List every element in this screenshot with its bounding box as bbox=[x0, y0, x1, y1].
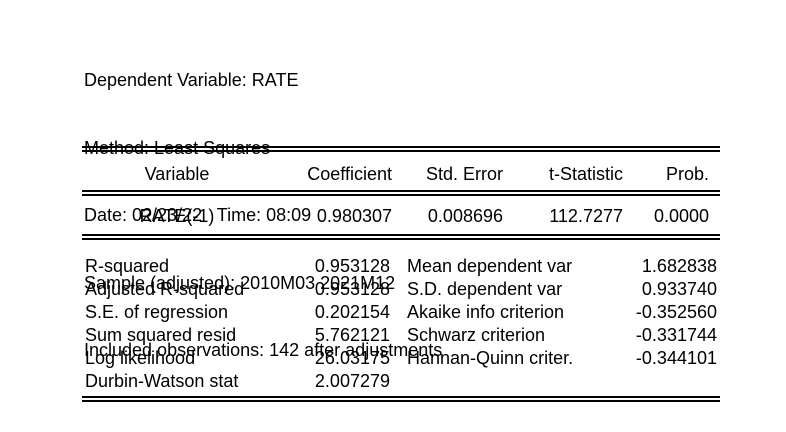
summary-statistics-block: R-squared 0.953128 Mean dependent var 1.… bbox=[82, 255, 720, 393]
stats-value-right bbox=[620, 370, 720, 393]
cell-coefficient: 0.980307 bbox=[316, 206, 392, 226]
cell-std-error: 0.008696 bbox=[427, 206, 503, 226]
column-header-prob: Prob. bbox=[665, 164, 709, 184]
column-header-t-statistic: t-Statistic bbox=[548, 164, 623, 184]
coefficient-table-header-row: Variable Coefficient Std. Error t-Statis… bbox=[82, 163, 720, 185]
stats-value-left: 0.202154 bbox=[314, 302, 390, 322]
stats-value-right: 0.933740 bbox=[641, 279, 717, 299]
cell-t-statistic: 112.7277 bbox=[549, 206, 623, 226]
stats-label-left: Durbin-Watson stat bbox=[85, 371, 239, 391]
stats-row: Sum squared resid 5.762121 Schwarz crite… bbox=[82, 324, 720, 347]
stats-value-left: 5.762121 bbox=[314, 325, 390, 345]
stats-label-right: Akaike info criterion bbox=[407, 302, 565, 322]
stats-row: R-squared 0.953128 Mean dependent var 1.… bbox=[82, 255, 720, 278]
stats-label-left: Sum squared resid bbox=[85, 325, 237, 345]
stats-value-right: 1.682838 bbox=[641, 256, 717, 276]
stats-value-right: -0.352560 bbox=[635, 302, 717, 322]
double-rule-top bbox=[82, 146, 720, 152]
stats-row: S.E. of regression 0.202154 Akaike info … bbox=[82, 301, 720, 324]
stats-label-right bbox=[390, 370, 620, 393]
double-rule-under-coefficients bbox=[82, 234, 720, 240]
double-rule-bottom bbox=[82, 396, 720, 402]
stats-value-right: -0.331744 bbox=[635, 325, 717, 345]
stats-label-right: S.D. dependent var bbox=[407, 279, 563, 299]
stats-label-left: S.E. of regression bbox=[85, 302, 229, 322]
stats-label-left: Log likelihood bbox=[85, 348, 196, 368]
stats-value-left: 0.953128 bbox=[314, 256, 390, 276]
stats-label-left: R-squared bbox=[85, 256, 170, 276]
column-header-coefficient: Coefficient bbox=[307, 164, 392, 184]
observations-line: Included observations: 142 after adjustm… bbox=[84, 340, 443, 360]
column-header-variable: Variable bbox=[144, 164, 210, 184]
stats-row: Log likelihood 26.03175 Hannan-Quinn cri… bbox=[82, 347, 720, 370]
stats-label-right: Schwarz criterion bbox=[407, 325, 546, 345]
stats-value-left: 0.953128 bbox=[314, 279, 390, 299]
sample-line: Sample (adjusted): 2010M03 2021M12 bbox=[84, 272, 396, 293]
stats-row: Durbin-Watson stat 2.007279 bbox=[82, 370, 720, 393]
stats-value-left: 26.03175 bbox=[314, 348, 390, 368]
cell-prob: 0.0000 bbox=[653, 206, 709, 226]
dependent-variable-line: Dependent Variable: RATE bbox=[84, 70, 299, 90]
column-header-std-error: Std. Error bbox=[425, 164, 503, 184]
double-rule-under-header bbox=[82, 190, 720, 196]
cell-variable: RATE(-1) bbox=[139, 206, 215, 226]
coefficient-table-row: RATE(-1) 0.980307 0.008696 112.7277 0.00… bbox=[82, 205, 720, 227]
date-time-line: Date: 02/23/22 Time: 08:09 bbox=[84, 205, 312, 225]
stats-label-left: Adjusted R-squared bbox=[85, 279, 245, 299]
stats-row: Adjusted R-squared 0.953128 S.D. depende… bbox=[82, 278, 720, 301]
stats-label-right: Mean dependent var bbox=[407, 256, 573, 276]
stats-value-left: 2.007279 bbox=[314, 371, 390, 391]
stats-value-right: -0.344101 bbox=[635, 348, 717, 368]
stats-label-right: Hannan-Quinn criter. bbox=[407, 348, 574, 368]
